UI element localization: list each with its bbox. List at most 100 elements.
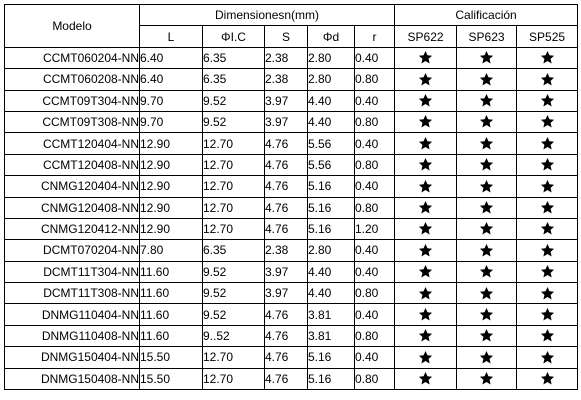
r-cell: 0.80 — [353, 367, 396, 391]
model-cell: CCMT120404-NN — [4, 132, 140, 155]
star-icon — [540, 221, 555, 236]
sp525-rating-cell — [516, 282, 579, 305]
sp525-rating-cell — [516, 346, 579, 369]
d-cell: 4.40 — [307, 110, 355, 134]
star-icon — [418, 350, 433, 365]
model-cell: DNMG110404-NN — [4, 303, 140, 326]
col-header-d: Φd — [307, 25, 355, 48]
model-cell: CCMT120408-NN — [4, 153, 140, 177]
L-cell: 9.70 — [139, 89, 203, 112]
sp623-rating-cell — [456, 153, 518, 177]
sp623-rating-cell — [456, 282, 518, 305]
sp622-rating-cell — [394, 132, 458, 155]
table-body: CCMT060204-NN 6.40 6.35 2.38 2.80 0.40 CCMT060… — [4, 46, 579, 391]
star-icon — [479, 221, 494, 236]
model-cell: CCMT060208-NN — [4, 68, 140, 91]
IC-cell: 9.52 — [202, 89, 265, 112]
star-icon — [540, 157, 555, 172]
S-cell: 4.76 — [264, 196, 308, 219]
sp622-rating-cell — [394, 153, 458, 177]
r-cell: 0.40 — [353, 303, 396, 326]
sp622-rating-cell — [394, 110, 458, 134]
model-header: Modelo — [4, 4, 140, 48]
r-cell: 0.80 — [353, 153, 396, 177]
r-cell: 0.40 — [353, 89, 396, 112]
d-cell: 4.40 — [307, 89, 355, 112]
sp622-rating-cell — [394, 89, 458, 112]
S-cell: 4.76 — [264, 132, 308, 155]
IC-cell: 12.70 — [202, 153, 265, 177]
star-icon — [418, 328, 433, 343]
table-row: DCMT11T308-NN 11.60 9.52 3.97 4.40 0.80 — [4, 282, 579, 305]
r-cell: 0.80 — [353, 68, 396, 91]
IC-cell: 9.52 — [202, 110, 265, 134]
sp525-rating-cell — [516, 110, 579, 134]
L-cell: 15.50 — [139, 367, 203, 391]
header-row-groups: Modelo Dimensionesn(mm) Calificación — [4, 3, 579, 48]
sp623-rating-cell — [456, 239, 518, 262]
sp525-rating-cell — [516, 196, 579, 219]
IC-cell: 9..52 — [202, 324, 265, 348]
star-icon — [418, 221, 433, 236]
L-cell: 11.60 — [139, 303, 203, 326]
r-cell: 0.80 — [353, 110, 396, 134]
table-row: DCMT11T304-NN 11.60 9.52 3.97 4.40 0.40 — [4, 260, 579, 284]
sp622-rating-cell — [394, 68, 458, 91]
r-cell: 1.20 — [353, 217, 396, 241]
sp622-rating-cell — [394, 282, 458, 305]
star-icon — [540, 328, 555, 343]
star-icon — [540, 72, 555, 87]
sp623-rating-cell — [456, 89, 518, 112]
sp622-rating-cell — [394, 196, 458, 219]
d-cell: 2.80 — [307, 68, 355, 91]
table-row: DNMG110408-NN 11.60 9..52 4.76 3.81 0.80 — [4, 324, 579, 348]
S-cell: 3.97 — [264, 260, 308, 284]
r-cell: 0.40 — [353, 46, 396, 70]
IC-cell: 12.70 — [202, 175, 265, 198]
sp622-rating-cell — [394, 239, 458, 262]
IC-cell: 9.52 — [202, 303, 265, 326]
col-header-sp623: SP623 — [456, 25, 518, 48]
d-cell: 5.16 — [307, 196, 355, 219]
sp622-rating-cell — [394, 260, 458, 284]
sp622-rating-cell — [394, 324, 458, 348]
star-icon — [479, 286, 494, 301]
table-row: CCMT060204-NN 6.40 6.35 2.38 2.80 0.40 — [4, 46, 579, 70]
sp622-rating-cell — [394, 175, 458, 198]
model-cell: CNMG120408-NN — [4, 196, 140, 219]
sp622-rating-cell — [394, 346, 458, 369]
d-cell: 3.81 — [307, 324, 355, 348]
table-row: CCMT060208-NN 6.40 6.35 2.38 2.80 0.80 — [4, 68, 579, 91]
S-cell: 4.76 — [264, 346, 308, 369]
sp623-rating-cell — [456, 324, 518, 348]
IC-cell: 6.35 — [202, 239, 265, 262]
sp622-rating-cell — [394, 46, 458, 70]
S-cell: 2.38 — [264, 239, 308, 262]
L-cell: 11.60 — [139, 260, 203, 284]
star-icon — [540, 50, 555, 65]
star-icon — [479, 136, 494, 151]
star-icon — [479, 328, 494, 343]
sp623-rating-cell — [456, 196, 518, 219]
star-icon — [479, 350, 494, 365]
table-row: DCMT070204-NN 7.80 6.35 2.38 2.80 0.40 — [4, 239, 579, 262]
L-cell: 12.90 — [139, 175, 203, 198]
star-icon — [540, 286, 555, 301]
L-cell: 11.60 — [139, 282, 203, 305]
S-cell: 4.76 — [264, 153, 308, 177]
L-cell: 12.90 — [139, 132, 203, 155]
star-icon — [540, 114, 555, 129]
star-icon — [479, 114, 494, 129]
model-cell: CCMT09T304-NN — [4, 89, 140, 112]
L-cell: 6.40 — [139, 68, 203, 91]
table-row: CCMT09T304-NN 9.70 9.52 3.97 4.40 0.40 — [4, 89, 579, 112]
sp623-rating-cell — [456, 132, 518, 155]
star-icon — [479, 200, 494, 215]
sp623-rating-cell — [456, 217, 518, 241]
table-row: DNMG150408-NN 15.50 12.70 4.76 5.16 0.80 — [4, 367, 579, 391]
dimensions-group-header: Dimensionesn(mm) — [138, 3, 396, 27]
star-icon — [479, 243, 494, 258]
star-icon — [540, 371, 555, 386]
star-icon — [540, 179, 555, 194]
model-cell: DNMG150404-NN — [4, 346, 140, 369]
